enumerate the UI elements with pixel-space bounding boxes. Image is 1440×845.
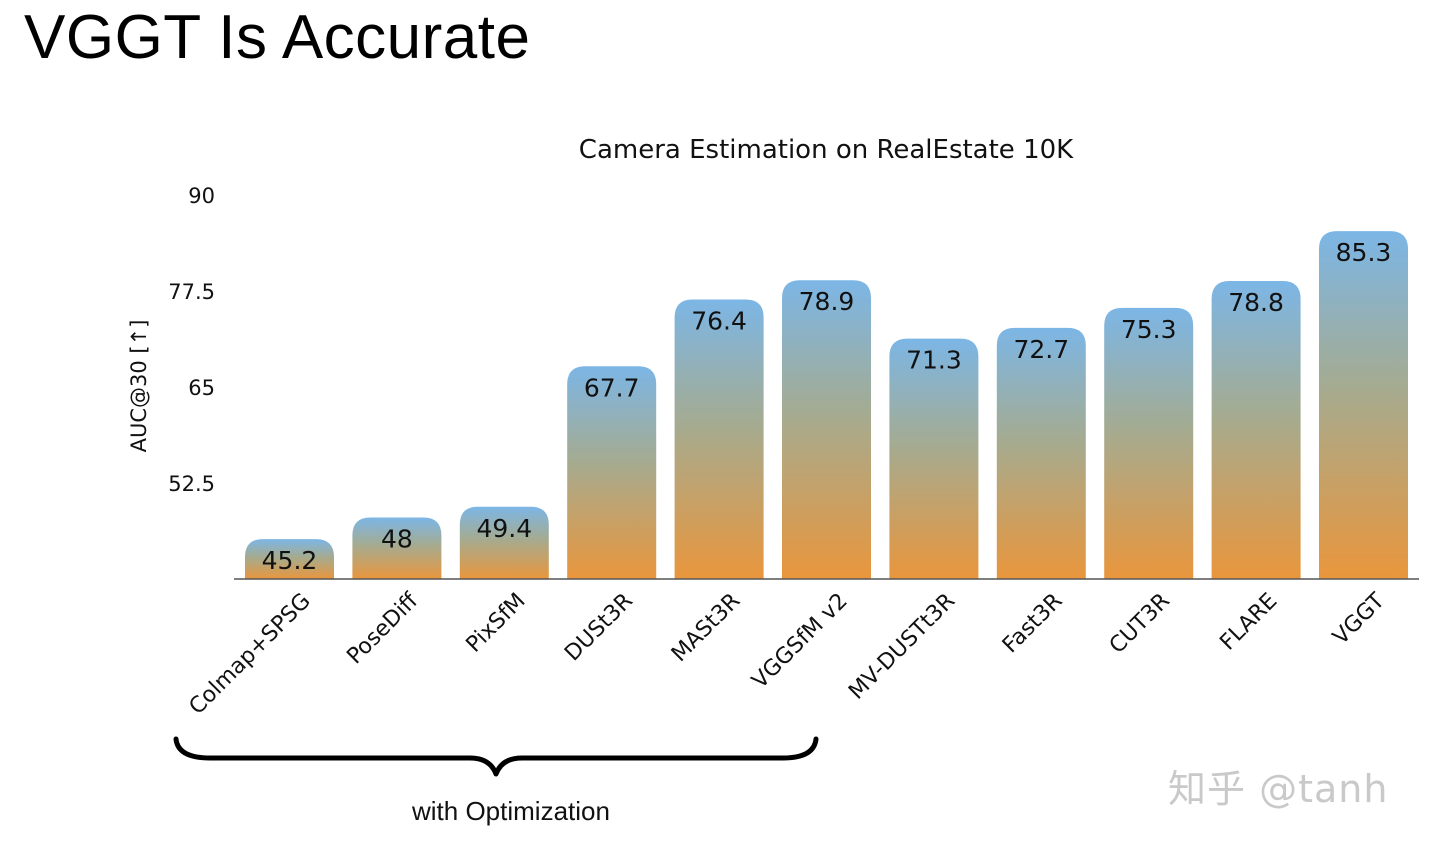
x-tick-label: PixSfM [462, 589, 531, 658]
chart-title: Camera Estimation on RealEstate 10K [579, 135, 1074, 165]
bar-flare [1211, 281, 1301, 579]
bar-value-label: 48 [381, 525, 413, 554]
bar-vggsfm-v2 [782, 280, 871, 579]
x-tick-label: VGGSfM v2 [747, 589, 852, 694]
x-tick-label: CUT3R [1105, 589, 1175, 659]
bar-mv-dustt3r [889, 338, 979, 579]
bar-value-label: 72.7 [1013, 335, 1069, 364]
bar-value-label: 45.2 [262, 546, 318, 575]
bar-fast3r [996, 327, 1086, 579]
y-tick-label: 90 [188, 184, 215, 208]
bar-value-label: 85.3 [1336, 238, 1392, 267]
y-tick-label: 65 [188, 376, 215, 400]
x-tick-label: Fast3R [998, 589, 1068, 659]
y-tick-label: 77.5 [168, 280, 215, 304]
bar-posediff [352, 517, 442, 579]
watermark: 知乎 @tanh [1168, 767, 1389, 811]
x-tick-label: PoseDiff [342, 588, 423, 669]
x-axis-tick-labels: Colmap+SPSG PoseDiff PixSfM DUSt3R MASt3R VGG… [185, 588, 1391, 720]
bar-value-label: 76.4 [691, 306, 747, 335]
y-axis-ticks: 90 77.5 65 52.5 [168, 184, 215, 496]
bar-mast3r [674, 299, 764, 579]
bar-value-label: 71.3 [906, 346, 962, 375]
bar-vggt [1319, 231, 1408, 579]
bar-cut3r [1104, 307, 1194, 579]
bar-value-label: 75.3 [1121, 315, 1177, 344]
x-tick-label: VGGT [1328, 588, 1390, 650]
bar-value-label: 78.8 [1228, 288, 1284, 317]
x-tick-label: MASt3R [667, 589, 745, 667]
optimization-brace [173, 736, 819, 777]
x-tick-label: FLARE [1215, 589, 1282, 656]
with-optimization-label: with Optimization [412, 796, 610, 826]
bar-value-label: 78.9 [799, 287, 855, 316]
bar-value-label: 67.7 [584, 373, 640, 402]
x-tick-label: Colmap+SPSG [185, 589, 316, 720]
bars [245, 231, 1408, 579]
bar-dust3r [567, 366, 657, 579]
slide-title: VGGT Is Accurate [24, 3, 531, 72]
x-tick-label: DUSt3R [560, 589, 638, 667]
bar-value-label: 49.4 [476, 514, 532, 543]
value-labels: 45.2 48 49.4 67.7 76.4 78.9 71.3 72.7 75.3 78.8 85… [262, 238, 1392, 575]
y-axis-label: AUC@30 [↑] [127, 320, 151, 453]
bar-colmap-spsg [245, 539, 334, 579]
bar-pixsfm [459, 506, 549, 579]
y-tick-label: 52.5 [168, 472, 215, 496]
x-tick-label: MV-DUSTt3R [844, 589, 960, 705]
